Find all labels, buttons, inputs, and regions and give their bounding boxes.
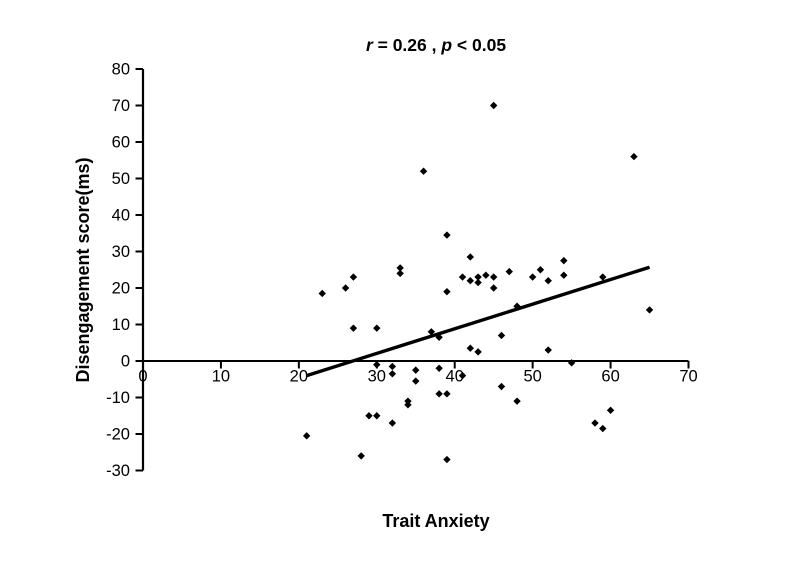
y-tick-label: 30 xyxy=(112,243,130,261)
data-point xyxy=(599,424,607,433)
data-point xyxy=(388,362,397,371)
p-value-text: < 0.05 xyxy=(452,35,506,55)
axes: -30 -20 -10 0 10 20 30 40 50 60 70 80 0 10 20 30 40 50 60 7… xyxy=(106,61,698,481)
data-point xyxy=(412,366,420,374)
x-tick-label: 0 xyxy=(138,368,147,386)
data-point xyxy=(544,346,552,354)
x-tick-label: 20 xyxy=(290,368,308,386)
data-point xyxy=(497,331,506,340)
data-point xyxy=(388,370,397,378)
data-point xyxy=(513,302,521,310)
r-symbol: r xyxy=(366,35,374,55)
data-point xyxy=(482,271,490,279)
data-point xyxy=(489,273,498,281)
data-point xyxy=(606,406,615,414)
x-tick-label: 70 xyxy=(679,368,697,386)
data-point xyxy=(567,359,576,367)
data-point xyxy=(388,419,397,427)
y-tick-label: 0 xyxy=(121,353,130,371)
data-point xyxy=(474,273,482,281)
x-axis-label: Trait Anxiety xyxy=(382,511,489,531)
y-tick-label: 40 xyxy=(112,207,130,225)
data-point xyxy=(435,390,443,398)
data-point xyxy=(458,371,467,380)
trend-line xyxy=(306,265,651,378)
y-tick-label: -30 xyxy=(106,462,130,480)
data-point xyxy=(412,377,420,385)
data-point xyxy=(349,324,358,332)
data-point xyxy=(458,273,467,281)
data-point xyxy=(630,152,638,161)
data-point xyxy=(513,397,521,405)
x-tick-label: 10 xyxy=(212,368,230,386)
data-point xyxy=(396,264,404,272)
y-tick-label: 60 xyxy=(112,134,130,152)
data-points xyxy=(302,101,654,464)
data-point xyxy=(560,256,568,265)
data-point xyxy=(505,267,513,276)
data-point xyxy=(466,253,474,261)
data-point xyxy=(560,271,568,279)
y-tick-label: 20 xyxy=(112,280,130,298)
y-axis-label: Disengagement score(ms) xyxy=(73,157,93,382)
data-point xyxy=(443,455,451,464)
data-point xyxy=(302,432,311,440)
data-point xyxy=(396,269,404,278)
data-point xyxy=(497,382,506,391)
data-point xyxy=(443,287,451,296)
y-tick-label: 10 xyxy=(112,316,130,334)
data-point xyxy=(365,412,373,420)
data-point xyxy=(435,364,443,372)
r-value-text: = 0.26 , xyxy=(373,35,442,55)
p-symbol: p xyxy=(440,35,452,55)
x-tick-label: 50 xyxy=(523,368,541,386)
data-point xyxy=(318,289,326,298)
y-tick-label: 70 xyxy=(112,97,130,115)
x-tick-label: 40 xyxy=(446,368,464,386)
data-point xyxy=(474,278,482,287)
data-point xyxy=(591,419,599,427)
data-point xyxy=(349,273,358,281)
data-point xyxy=(489,101,498,110)
x-tick-label: 30 xyxy=(368,368,386,386)
x-tick-label: 60 xyxy=(601,368,619,386)
data-point xyxy=(419,167,428,175)
data-point xyxy=(528,273,537,281)
data-point xyxy=(466,277,474,285)
data-point xyxy=(599,273,607,281)
data-point xyxy=(373,324,381,332)
data-point xyxy=(443,390,451,398)
data-point xyxy=(373,412,381,420)
data-point xyxy=(357,452,365,460)
data-point xyxy=(466,344,474,352)
data-point xyxy=(489,284,498,292)
chart-title: r = 0.26 , p < 0.05 xyxy=(366,35,506,55)
data-point xyxy=(443,231,451,239)
data-point xyxy=(373,360,381,369)
y-tick-label: -10 xyxy=(106,389,130,407)
data-point xyxy=(404,401,412,409)
data-point xyxy=(544,277,552,285)
regression-line xyxy=(306,265,651,378)
data-point xyxy=(536,266,545,274)
data-point xyxy=(341,284,350,292)
data-point xyxy=(427,328,436,336)
data-point xyxy=(435,333,443,341)
data-point xyxy=(645,306,654,314)
y-tick-label: 50 xyxy=(112,170,130,188)
data-point xyxy=(474,348,482,356)
y-tick-label: -20 xyxy=(106,426,130,444)
y-tick-label: 80 xyxy=(112,61,130,79)
